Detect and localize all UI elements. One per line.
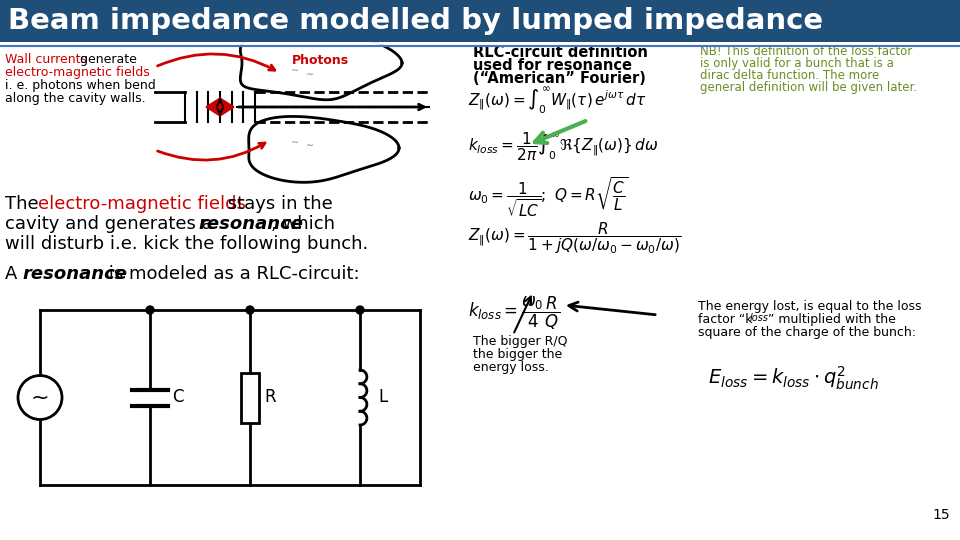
Text: The: The — [5, 195, 44, 213]
Text: $k_{loss} = \dfrac{\omega_0}{4}\dfrac{R}{Q}$: $k_{loss} = \dfrac{\omega_0}{4}\dfrac{R}… — [468, 295, 560, 332]
Polygon shape — [249, 117, 399, 183]
Text: Photons: Photons — [292, 53, 348, 66]
Text: i. e. photons when bend: i. e. photons when bend — [5, 79, 156, 92]
Text: is modeled as a RLC-circuit:: is modeled as a RLC-circuit: — [103, 265, 360, 283]
Text: $k_{loss} = \dfrac{1}{2\pi} \int_0^{\infty} \Re\{Z_{\|}(\omega)\}\,d\omega$: $k_{loss} = \dfrac{1}{2\pi} \int_0^{\inf… — [468, 130, 659, 163]
Text: square of the charge of the bunch:: square of the charge of the bunch: — [698, 326, 916, 339]
Text: Beam impedance modelled by lumped impedance: Beam impedance modelled by lumped impeda… — [8, 7, 823, 35]
Text: stays in the: stays in the — [222, 195, 333, 213]
Circle shape — [356, 306, 364, 314]
Text: energy loss.: energy loss. — [473, 361, 549, 374]
Polygon shape — [206, 98, 234, 116]
Text: along the cavity walls.: along the cavity walls. — [5, 92, 146, 105]
Text: electro-magnetic fields: electro-magnetic fields — [5, 66, 150, 79]
Text: $\omega_0 = \dfrac{1}{\sqrt{LC}};\ Q = R\sqrt{\dfrac{C}{L}}$: $\omega_0 = \dfrac{1}{\sqrt{LC}};\ Q = R… — [468, 175, 629, 219]
Text: Wall currents: Wall currents — [5, 53, 87, 66]
Circle shape — [146, 306, 154, 314]
Text: the bigger the: the bigger the — [473, 348, 563, 361]
Text: The bigger R/Q: The bigger R/Q — [473, 335, 567, 348]
Text: $\sim$: $\sim$ — [304, 138, 316, 148]
Text: C: C — [172, 388, 183, 407]
Text: L: L — [378, 388, 387, 407]
Text: cavity and generates a: cavity and generates a — [5, 215, 219, 233]
Text: ” multiplied with the: ” multiplied with the — [768, 313, 896, 326]
Text: R: R — [264, 388, 276, 407]
Text: will disturb i.e. kick the following bunch.: will disturb i.e. kick the following bun… — [5, 235, 369, 253]
Text: $\sim$: $\sim$ — [304, 67, 316, 77]
Bar — [0, 0, 960, 42]
Text: general definition will be given later.: general definition will be given later. — [700, 81, 917, 94]
Text: $Z_{\|}(\omega) = \int_0^{\infty} W_{\|}(\tau)\,e^{j\omega\tau}\,d\tau$: $Z_{\|}(\omega) = \int_0^{\infty} W_{\|}… — [468, 85, 647, 117]
Text: The energy lost, is equal to the loss: The energy lost, is equal to the loss — [698, 300, 922, 313]
Text: (“American” Fourier): (“American” Fourier) — [473, 71, 646, 86]
Text: dirac delta function. The more: dirac delta function. The more — [700, 69, 879, 82]
Text: resonance: resonance — [22, 265, 127, 283]
Text: A: A — [5, 265, 23, 283]
Text: $Z_{\|}(\omega) = \dfrac{R}{1 + jQ(\omega/\omega_0 - \omega_0/\omega)}$: $Z_{\|}(\omega) = \dfrac{R}{1 + jQ(\omeg… — [468, 220, 681, 256]
Text: loss: loss — [750, 313, 769, 323]
Polygon shape — [240, 26, 402, 100]
Text: used for resonance: used for resonance — [473, 58, 632, 73]
Text: electro-magnetic fields: electro-magnetic fields — [38, 195, 246, 213]
Text: $\sim$: $\sim$ — [290, 63, 300, 73]
Text: resonance: resonance — [198, 215, 303, 233]
Text: ~: ~ — [31, 388, 49, 408]
Text: factor “k: factor “k — [698, 313, 753, 326]
Text: NB! This definition of the loss factor: NB! This definition of the loss factor — [700, 45, 912, 58]
Text: $\sim$: $\sim$ — [290, 135, 300, 145]
Text: 15: 15 — [932, 508, 950, 522]
Circle shape — [246, 306, 254, 314]
Text: generate: generate — [76, 53, 137, 66]
Text: , which: , which — [271, 215, 335, 233]
Circle shape — [18, 375, 62, 420]
Text: RLC-circuit definition: RLC-circuit definition — [473, 45, 648, 60]
Text: $E_{loss} = k_{loss} \cdot q_{bunch}^2$: $E_{loss} = k_{loss} \cdot q_{bunch}^2$ — [708, 365, 878, 393]
Text: is only valid for a bunch that is a: is only valid for a bunch that is a — [700, 57, 894, 70]
Bar — [241, 373, 259, 422]
